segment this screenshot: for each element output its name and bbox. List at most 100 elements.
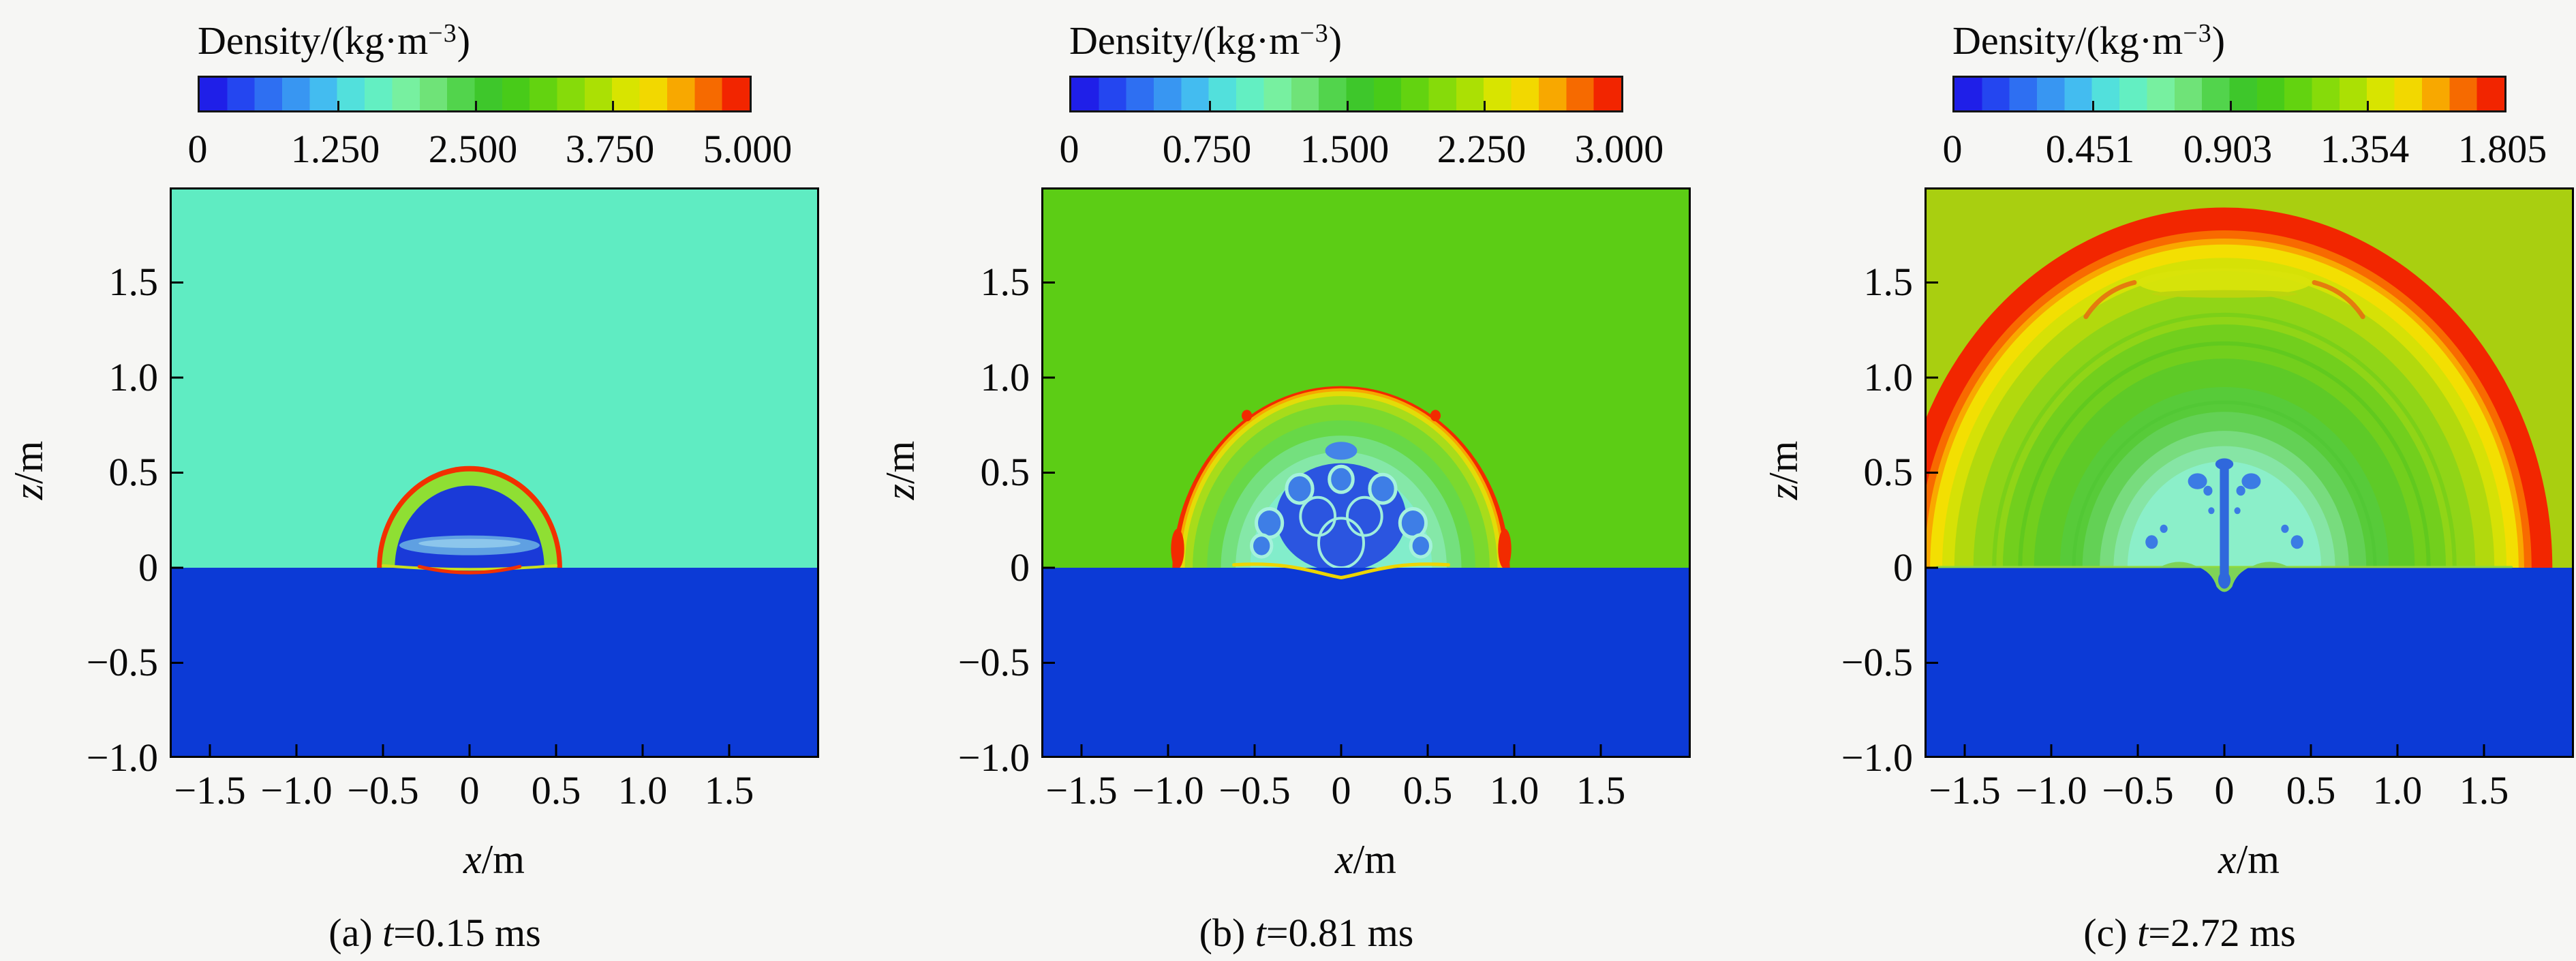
x-axis-label: x/m: [2167, 837, 2331, 882]
colorbar-tick-label: 0.750: [1162, 127, 1252, 171]
colorbar-tick-mark: [2367, 101, 2370, 110]
colorbar-gradient: [1952, 76, 2506, 112]
x-axis-unit: /m: [481, 837, 525, 882]
y-tick-label: 0.5: [1863, 450, 1914, 494]
caption-time-variable: t: [1255, 911, 1266, 955]
x-tick-label: −1.5: [174, 768, 246, 812]
contour-plot-c: [1925, 187, 2574, 758]
colorbar-title-text: Density/(kg·m: [1952, 18, 2183, 63]
caption-time-value: =2.72 ms: [2148, 911, 2296, 955]
x-tick-label: 1.0: [1489, 768, 1539, 812]
caption-c: (c) t=2.72 ms: [2006, 911, 2374, 956]
colorbar-tick-label: 3.000: [1574, 127, 1664, 171]
x-tick-label: −0.5: [2102, 768, 2174, 812]
colorbar-tick-label: 2.250: [1437, 127, 1527, 171]
x-tick-label: 1.5: [704, 768, 754, 812]
colorbar-title-text: Density/(kg·m: [198, 18, 429, 63]
x-axis-unit: /m: [1353, 837, 1396, 882]
y-tick-label: 0.5: [980, 450, 1030, 494]
colorbar-tick-mark: [2229, 101, 2232, 110]
colorbar-tick-label: 1.805: [2457, 127, 2547, 171]
x-tick-label: 0: [459, 768, 480, 812]
colorbar-tick-label: 0.451: [2045, 127, 2135, 171]
x-tick-label: −1.0: [2015, 768, 2087, 812]
y-tick-label: −0.5: [86, 640, 158, 684]
colorbar-title-close: ): [2211, 18, 2226, 63]
x-tick-label: 1.0: [617, 768, 668, 812]
x-tick-label: 1.5: [2459, 768, 2509, 812]
colorbar-title-close: ): [1328, 18, 1343, 63]
caption-time-value: =0.81 ms: [1266, 911, 1414, 955]
y-tick-label: 1.0: [108, 355, 159, 399]
x-axis-label: x/m: [412, 837, 576, 882]
x-axis-label: x/m: [1284, 837, 1447, 882]
y-tick-label: 1.0: [980, 355, 1030, 399]
colorbar-title-exponent: −3: [428, 19, 457, 48]
caption-time-variable: t: [382, 911, 394, 955]
colorbar-tick-mark: [1208, 101, 1211, 110]
x-tick-label: 0: [1331, 768, 1351, 812]
colorbar-title-exponent: −3: [2183, 19, 2212, 48]
x-tick-label: −0.5: [1218, 768, 1291, 812]
caption-a: (a) t=0.15 ms: [251, 911, 619, 956]
colorbar-title-close: ): [457, 18, 471, 63]
y-tick-label: −1.0: [1841, 735, 1913, 780]
colorbar-tick-mark: [337, 101, 339, 110]
y-tick-label: 0: [1010, 545, 1030, 590]
y-tick-label: 1.0: [1863, 355, 1914, 399]
contour-plot-b: [1041, 187, 1691, 758]
y-tick-label: 0: [138, 545, 158, 590]
colorbar-tick-label: 5.000: [703, 127, 793, 171]
colorbar-tick-label: 3.750: [565, 127, 655, 171]
y-tick-label: 0: [1893, 545, 1913, 590]
colorbar-tick-label: 0: [1942, 127, 1963, 171]
x-tick-label: 0: [2214, 768, 2235, 812]
y-tick-label: −0.5: [1841, 640, 1913, 684]
x-tick-label: −1.0: [260, 768, 333, 812]
x-tick-label: −1.5: [1929, 768, 2001, 812]
contour-plot-a: [170, 187, 819, 758]
x-axis-variable: x: [2218, 837, 2237, 882]
caption-index: (a): [328, 911, 383, 955]
x-axis-variable: x: [1335, 837, 1353, 882]
colorbar-tick-mark: [612, 101, 615, 110]
x-tick-label: 1.5: [1576, 768, 1626, 812]
x-tick-label: 1.0: [2372, 768, 2423, 812]
colorbar-title: Density/(kg·m−3): [1952, 11, 2225, 63]
colorbar-title: Density/(kg·m−3): [1069, 11, 1342, 63]
x-axis-variable: x: [463, 837, 482, 882]
colorbar-tick-label: 1.250: [290, 127, 380, 171]
colorbar-gradient: [198, 76, 752, 112]
y-tick-label: 0.5: [108, 450, 159, 494]
colorbar-tick-mark: [1346, 101, 1349, 110]
caption-b: (b) t=0.81 ms: [1122, 911, 1490, 956]
y-tick-label: 1.5: [108, 260, 159, 304]
y-tick-label: −1.0: [86, 735, 158, 780]
caption-index: (c): [2083, 911, 2138, 955]
colorbar-tick-mark: [2091, 101, 2094, 110]
caption-time-value: =0.15 ms: [393, 911, 541, 955]
y-tick-label: 1.5: [980, 260, 1030, 304]
x-tick-label: 0.5: [531, 768, 581, 812]
x-tick-label: 0.5: [2286, 768, 2336, 812]
colorbar-title: Density/(kg·m−3): [198, 11, 470, 63]
colorbar-tick-label: 0.903: [2183, 127, 2273, 171]
colorbar-tick-label: 1.500: [1300, 127, 1390, 171]
colorbar-title-text: Density/(kg·m: [1069, 18, 1300, 63]
x-tick-label: 0.5: [1402, 768, 1453, 812]
x-axis-unit: /m: [2236, 837, 2280, 882]
colorbar-tick-mark: [1484, 101, 1486, 110]
x-tick-label: −1.5: [1045, 768, 1118, 812]
colorbar-tick-label: 2.500: [428, 127, 518, 171]
y-tick-label: −1.0: [957, 735, 1030, 780]
panel-a: Density/(kg·m−3) 0 1.250 2.500 3.750 5.0…: [0, 0, 859, 961]
panel-b: Density/(kg·m−3) 0 0.750 1.500 2.250 3.0…: [872, 0, 1730, 961]
caption-index: (b): [1199, 911, 1255, 955]
colorbar-tick-mark: [474, 101, 477, 110]
colorbar-tick-label: 0: [187, 127, 208, 171]
panel-c: Density/(kg·m−3) 0 0.451 0.903 1.354 1.8…: [1755, 0, 2576, 961]
x-tick-label: −1.0: [1132, 768, 1204, 812]
caption-time-variable: t: [2137, 911, 2149, 955]
colorbar-title-exponent: −3: [1300, 19, 1329, 48]
